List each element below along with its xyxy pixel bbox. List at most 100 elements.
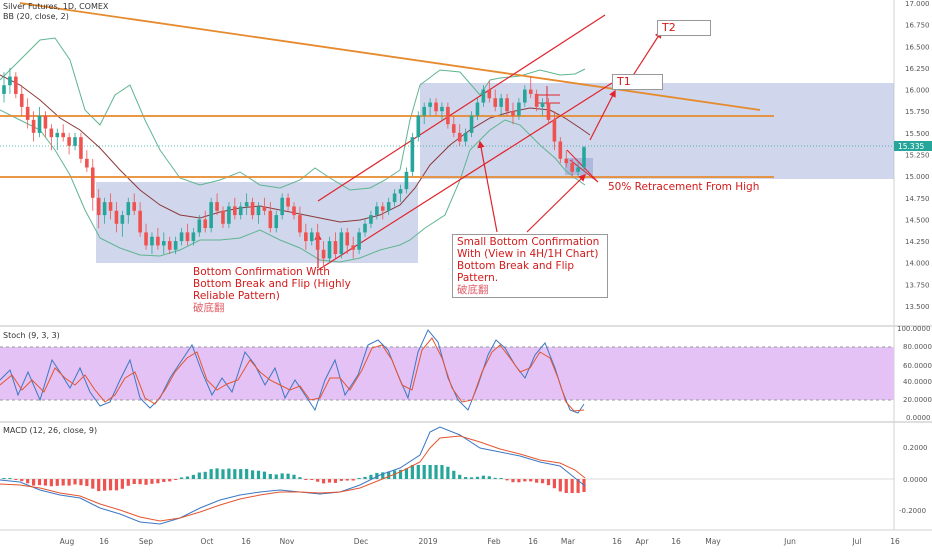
macd-hist-bar [529, 479, 533, 482]
macd-hist-bar [505, 479, 509, 481]
time-tick: Nov [280, 537, 295, 546]
candle-body [493, 98, 498, 107]
stoch-indicator-label[interactable]: Stoch (9, 3, 3) [3, 331, 60, 340]
macd-hist-bar [156, 479, 160, 484]
macd-hist-bar [245, 468, 249, 479]
candle-body [528, 89, 533, 94]
candle-body [469, 115, 474, 133]
macd-hist-bar [168, 479, 172, 482]
last-price-tag [894, 141, 932, 151]
candle-body [227, 206, 231, 224]
macd-hist-bar [481, 475, 485, 479]
candle-body [457, 132, 462, 142]
macd-hist-bar [398, 469, 403, 479]
candle-body [582, 147, 586, 168]
bottom-confirmation-note: Bottom Confirmation With Bottom Break an… [193, 266, 351, 314]
bb-upper [0, 37, 586, 191]
stoch-tick: 40.0000 [903, 378, 932, 386]
candle-body [14, 76, 18, 94]
macd-hist-bar [576, 479, 580, 493]
candle-body [161, 241, 166, 246]
macd-hist-bar [209, 469, 213, 479]
candle-body [185, 232, 190, 242]
stoch-tick: 60.0000 [903, 362, 932, 370]
candle-body [215, 202, 219, 211]
macd-hist-bar [564, 479, 568, 493]
price-tick: 13.500 [905, 303, 930, 311]
macd-hist-bar [327, 479, 332, 483]
macd-hist-bar [215, 468, 219, 479]
macd-hist-bar [298, 477, 302, 479]
macd-hist-bar [546, 479, 551, 486]
macd-hist-bar [316, 479, 320, 482]
stoch-tick: 80.0000 [903, 343, 932, 351]
candle-body [576, 167, 580, 172]
candle-body [351, 245, 355, 250]
candle-body [570, 163, 574, 172]
candle-body [179, 232, 184, 242]
macd-hist-bar [85, 479, 89, 487]
candle-body [451, 124, 456, 133]
channel-lower [317, 82, 613, 271]
candle-body [8, 76, 12, 86]
candle-body [475, 102, 480, 116]
price-tick: 15.250 [905, 152, 930, 160]
price-tick: 15.500 [905, 130, 930, 138]
macd-indicator-label[interactable]: MACD (12, 26, close, 9) [3, 426, 98, 435]
macd-hist-bar [144, 479, 148, 485]
candle-body [167, 241, 172, 250]
candle-body [481, 89, 486, 103]
candle-body [31, 119, 36, 133]
candle-body [511, 111, 515, 116]
time-tick: 2019 [418, 537, 437, 546]
candle-body [102, 202, 107, 216]
candle-body [392, 193, 397, 203]
time-tick: Oct [201, 537, 214, 546]
macd-hist-bar [91, 479, 95, 489]
candle-body [286, 197, 290, 207]
instrument-label: Silver Futures, 1D, COMEX [3, 2, 109, 11]
macd-hist-bar [221, 469, 225, 479]
macd-hist-bar [369, 474, 373, 479]
candle-body [67, 137, 71, 146]
macd-hist-bar [197, 472, 201, 479]
macd-hist-bar [174, 479, 178, 480]
arrow-small-bottom-2 [526, 173, 587, 233]
macd-hist-bar [458, 474, 462, 479]
candle-body [540, 102, 545, 107]
macd-histogram [2, 465, 586, 493]
time-tick: 16 [671, 537, 681, 546]
candle-body [268, 210, 273, 229]
macd-hist-bar [108, 479, 113, 491]
candle-body [463, 132, 468, 142]
candle-body [534, 93, 539, 107]
candle-body [61, 132, 65, 138]
macd-tick: -0.2000 [899, 507, 926, 515]
macd-hist-bar [43, 479, 48, 486]
macd-tick: 0.2000 [903, 444, 928, 452]
price-tick: 16.750 [905, 22, 930, 30]
macd-hist-bar [262, 471, 267, 479]
macd-hist-bar [185, 476, 190, 479]
macd-hist-bar [55, 479, 59, 486]
candle-body [386, 202, 391, 211]
bb-indicator-label[interactable]: BB (20, close, 2) [3, 12, 69, 21]
candle-body [434, 102, 438, 112]
candle-body [321, 249, 326, 259]
macd-hist-bar [20, 479, 24, 482]
t2-target-label: T2 [657, 20, 711, 36]
note-line: With (View in 4H/1H Chart) [457, 248, 599, 260]
time-tick: 16 [612, 537, 622, 546]
macd-hist-bar [280, 473, 284, 479]
candle-body [380, 206, 385, 211]
price-tick: 14.000 [905, 260, 930, 268]
arrow-to-t1 [589, 89, 616, 141]
macd-hist-bar [422, 465, 426, 479]
macd-tick: 0.0000 [903, 476, 928, 484]
macd-hist-bar [67, 479, 71, 486]
macd-hist-bar [487, 476, 491, 479]
macd-hist-bar [428, 465, 432, 479]
candle-body [369, 215, 373, 224]
candle-body [315, 232, 320, 250]
